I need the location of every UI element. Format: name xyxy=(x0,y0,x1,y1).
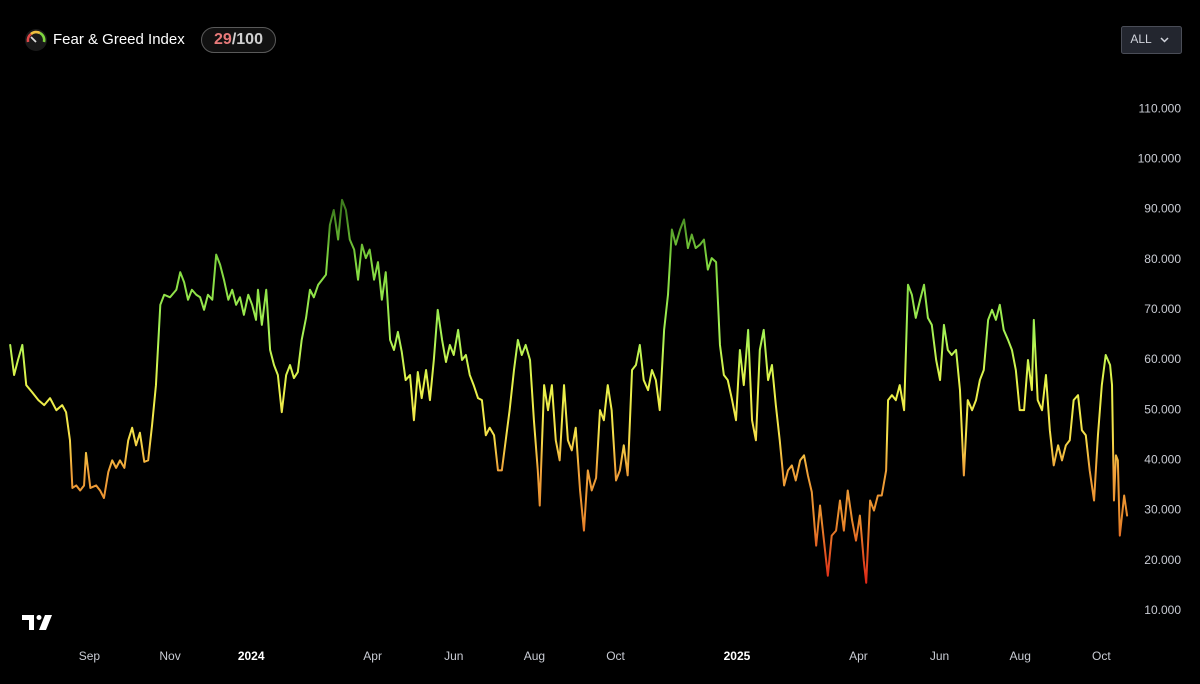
y-tick-label: 50.000 xyxy=(1144,402,1181,416)
x-tick-label: Jun xyxy=(444,649,463,663)
score-max: /100 xyxy=(232,31,263,48)
fear-greed-line xyxy=(9,198,1129,584)
logo-part xyxy=(39,615,52,630)
x-tick-label: Oct xyxy=(1092,649,1111,663)
range-button-bg[interactable] xyxy=(1121,26,1182,54)
y-tick-label: 110.000 xyxy=(1139,101,1182,115)
y-tick-label: 100.000 xyxy=(1138,151,1182,165)
chart-title: Fear & Greed Index xyxy=(53,31,185,48)
x-tick-label: 2024 xyxy=(238,649,265,663)
y-tick-label: 30.000 xyxy=(1144,503,1181,517)
x-tick-label: Nov xyxy=(159,649,180,663)
range-chevron[interactable] xyxy=(1160,37,1169,43)
y-tick-label: 80.000 xyxy=(1144,252,1181,266)
x-tick-label: Sep xyxy=(79,649,101,663)
y-tick-label: 60.000 xyxy=(1144,352,1181,366)
y-tick-label: 40.000 xyxy=(1144,453,1181,467)
y-tick-label: 70.000 xyxy=(1144,302,1181,316)
axes: 10.000 20.000 30.000 40.000 50.000 60.000 70.0… xyxy=(79,101,1182,663)
x-tick-label: Aug xyxy=(1010,649,1031,663)
icon-arc-green xyxy=(39,31,46,43)
score-badge xyxy=(201,27,276,53)
score-value: 29 xyxy=(214,31,232,48)
x-tick-label: Apr xyxy=(849,649,868,663)
range-button[interactable]: ALL xyxy=(1121,26,1182,54)
y-tick-label: 90.000 xyxy=(1144,202,1181,216)
range-button-label[interactable]: ALL xyxy=(1130,32,1152,46)
y-tick-label: 20.000 xyxy=(1144,553,1181,567)
icon-arc-yellow xyxy=(30,30,41,36)
x-tick-label: 2025 xyxy=(724,649,751,663)
x-tick-label: Apr xyxy=(363,649,382,663)
x-tick-label: Aug xyxy=(524,649,545,663)
x-tick-label: Jun xyxy=(930,649,949,663)
score-text: 29/100 xyxy=(214,31,263,48)
logo-part xyxy=(22,615,34,630)
y-tick-label: 10.000 xyxy=(1144,603,1181,617)
icon-arc-red xyxy=(26,32,32,43)
x-tick-label: Oct xyxy=(606,649,625,663)
header-icon xyxy=(25,29,47,51)
plot xyxy=(9,198,1129,584)
tradingview-logo xyxy=(22,615,52,630)
logo-part xyxy=(36,615,42,620)
icon-needle xyxy=(30,36,37,43)
